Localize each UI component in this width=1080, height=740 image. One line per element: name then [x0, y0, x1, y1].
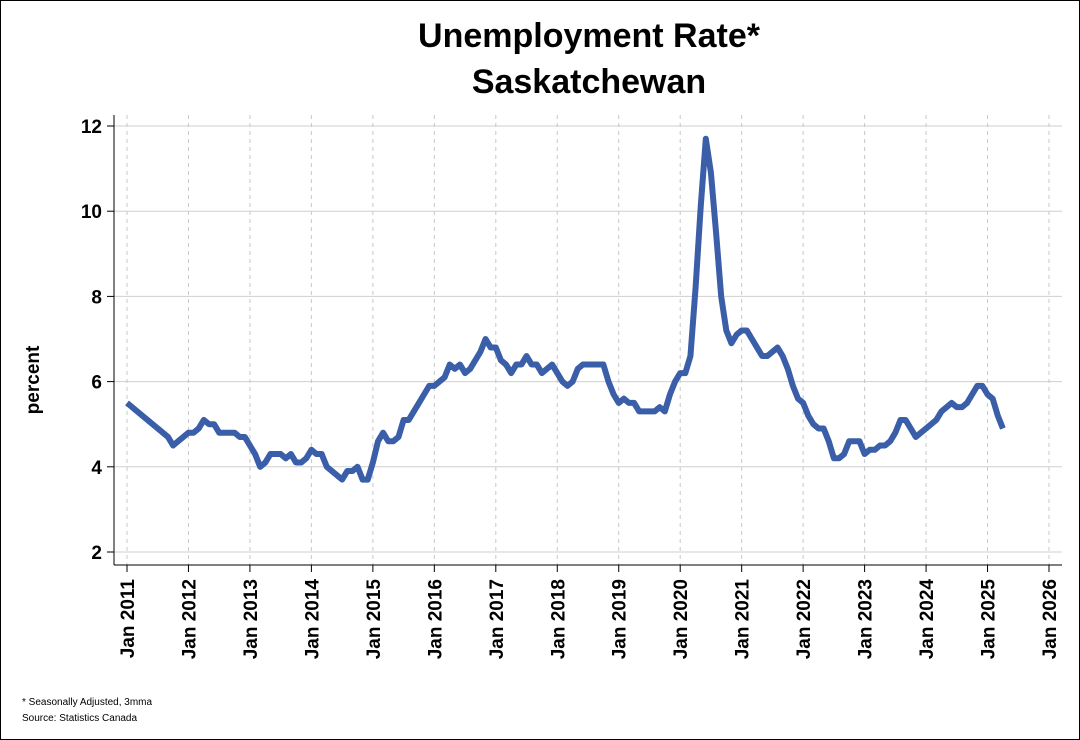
y-tick-label: 4 — [91, 458, 102, 479]
x-axis-ticks: Jan 2011 Jan 2012 Jan 2013 Jan 2014 Jan 2015… — [118, 565, 1061, 659]
x-tick-label: Jan 2017 — [487, 579, 508, 659]
x-tick-label: Jan 2023 — [856, 579, 877, 659]
chart-title: Unemployment Rate* — [418, 17, 760, 55]
x-tick-label: Jan 2015 — [364, 579, 385, 660]
series-line — [125, 135, 1006, 483]
grid-lines — [114, 115, 1062, 565]
y-axis-label: percent — [23, 345, 44, 415]
y-tick-label: 12 — [81, 117, 102, 138]
y-tick-label: 10 — [81, 202, 102, 223]
x-tick-label: Jan 2025 — [979, 579, 1000, 660]
x-tick-label: Jan 2021 — [733, 579, 754, 660]
footnote-source: Source: Statistics Canada — [22, 713, 138, 724]
x-tick-label: Jan 2011 — [118, 579, 139, 659]
x-tick-label: Jan 2020 — [671, 579, 692, 659]
series-layer — [125, 135, 1006, 483]
x-tick-label: Jan 2016 — [425, 579, 446, 659]
x-tick-label: Jan 2019 — [610, 579, 631, 659]
x-tick-label: Jan 2014 — [302, 579, 323, 660]
x-tick-label: Jan 2022 — [794, 579, 815, 659]
footnote-seasonal: * Seasonally Adjusted, 3mma — [22, 697, 153, 708]
y-tick-label: 8 — [91, 287, 102, 308]
x-tick-label: Jan 2012 — [179, 579, 200, 659]
y-tick-label: 6 — [91, 373, 102, 394]
y-tick-label: 2 — [91, 543, 102, 564]
x-tick-label: Jan 2026 — [1040, 579, 1061, 659]
x-tick-label: Jan 2024 — [917, 579, 938, 660]
axes — [113, 115, 1062, 566]
y-axis-ticks: 2 4 6 8 10 12 — [81, 117, 114, 564]
x-tick-label: Jan 2018 — [548, 579, 569, 659]
x-tick-label: Jan 2013 — [241, 579, 262, 659]
chart-subtitle: Saskatchewan — [471, 63, 707, 101]
